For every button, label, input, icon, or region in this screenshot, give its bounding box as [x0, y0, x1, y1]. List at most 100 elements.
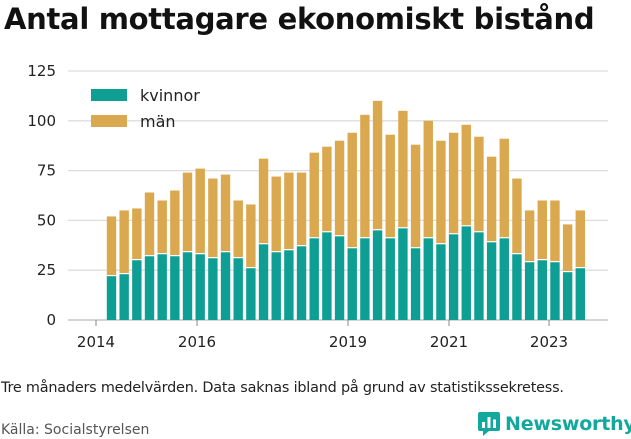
- bar-kvinnor: [562, 272, 573, 320]
- bar-man: [474, 136, 484, 232]
- legend-swatch: [91, 89, 127, 101]
- bar-kvinnor: [233, 258, 243, 320]
- bar-kvinnor: [448, 234, 459, 320]
- bar-man: [208, 178, 218, 258]
- bar-man: [246, 204, 256, 268]
- bar-man: [284, 172, 294, 250]
- bar-man: [550, 200, 560, 262]
- bar-man: [296, 172, 307, 246]
- bar-man: [537, 200, 547, 260]
- x-tick-label: 2016: [178, 333, 216, 351]
- bar-man: [195, 168, 205, 254]
- bar-man: [182, 172, 193, 252]
- bar-kvinnor: [537, 260, 547, 320]
- bar-man: [372, 100, 383, 230]
- brand-logo: Newsworthy: [478, 409, 631, 439]
- bar-man: [144, 192, 155, 256]
- bar-man: [385, 134, 395, 238]
- y-tick-label: 125: [27, 62, 56, 80]
- source-text: Källa: Socialstyrelsen: [1, 422, 150, 438]
- bar-man: [512, 178, 522, 254]
- bar-man: [486, 156, 497, 242]
- bar-kvinnor: [170, 256, 180, 320]
- bar-kvinnor: [385, 238, 395, 320]
- bar-kvinnor: [347, 248, 357, 320]
- bar-man: [461, 124, 471, 226]
- x-tick-label: 2014: [77, 333, 115, 351]
- legend-label: kvinnor: [140, 86, 200, 105]
- bar-man: [360, 114, 370, 238]
- bar-man: [106, 216, 117, 275]
- bar-man: [157, 200, 167, 254]
- bar-kvinnor: [322, 232, 332, 320]
- footnote: Tre månaders medelvärden. Data saknas ib…: [1, 380, 564, 396]
- y-tick-label: 0: [46, 311, 56, 329]
- bar-kvinnor: [132, 260, 142, 320]
- bar-kvinnor: [195, 254, 205, 320]
- bar-kvinnor: [296, 246, 307, 320]
- bar-kvinnor: [246, 268, 256, 320]
- bar-kvinnor: [423, 238, 433, 320]
- bar-man: [410, 144, 421, 248]
- chart-title: Antal mottagare ekonomiskt bistånd: [4, 2, 595, 36]
- bar-kvinnor: [106, 276, 117, 320]
- bar-man: [119, 210, 129, 273]
- bar-man: [575, 210, 585, 268]
- bars: [106, 100, 585, 320]
- bar-kvinnor: [284, 250, 294, 320]
- bar-kvinnor: [499, 238, 509, 320]
- bar-man: [309, 152, 319, 238]
- legend-label: män: [140, 112, 176, 131]
- bar-man: [170, 190, 180, 256]
- bar-kvinnor: [372, 230, 383, 320]
- bar-man: [448, 132, 459, 234]
- bar-kvinnor: [258, 244, 269, 320]
- stacked-bar-chart: 0 25 50 75 100 125 2014 2016 2019 2021 2023 kvinn…: [27, 62, 608, 351]
- x-axis-ticks: 2014 2016 2019 2021 2023: [77, 320, 568, 351]
- bar-kvinnor: [334, 236, 345, 320]
- newsworthy-logo-icon: [478, 412, 500, 436]
- bar-man: [233, 200, 243, 258]
- bar-kvinnor: [208, 258, 218, 320]
- bar-kvinnor: [144, 256, 155, 320]
- bar-man: [132, 208, 142, 260]
- bar-kvinnor: [575, 268, 585, 320]
- bar-kvinnor: [220, 252, 231, 320]
- bar-kvinnor: [309, 238, 319, 320]
- bar-kvinnor: [360, 238, 370, 320]
- bar-man: [258, 158, 269, 244]
- bar-man: [347, 132, 357, 248]
- bar-kvinnor: [271, 252, 281, 320]
- bar-man: [398, 110, 408, 228]
- bar-kvinnor: [436, 244, 446, 320]
- y-axis-ticks: 0 25 50 75 100 125: [27, 62, 56, 329]
- y-tick-label: 50: [37, 211, 56, 229]
- bar-kvinnor: [182, 252, 193, 320]
- y-tick-label: 100: [27, 112, 56, 130]
- x-tick-label: 2019: [329, 333, 367, 351]
- bar-kvinnor: [486, 242, 497, 320]
- bar-man: [562, 224, 573, 271]
- bar-kvinnor: [550, 262, 560, 320]
- bar-man: [524, 210, 535, 262]
- bar-kvinnor: [524, 262, 535, 320]
- legend-swatch: [91, 115, 127, 127]
- bar-man: [271, 176, 281, 252]
- y-tick-label: 25: [37, 261, 56, 279]
- bar-man: [220, 174, 231, 252]
- bar-kvinnor: [157, 254, 167, 320]
- bar-kvinnor: [119, 274, 129, 320]
- bar-kvinnor: [461, 226, 471, 320]
- bar-man: [322, 146, 332, 232]
- bar-kvinnor: [410, 248, 421, 320]
- x-tick-label: 2023: [530, 333, 568, 351]
- y-tick-label: 75: [37, 162, 56, 180]
- bar-kvinnor: [512, 254, 522, 320]
- bar-man: [499, 138, 509, 238]
- bar-kvinnor: [474, 232, 484, 320]
- bar-man: [423, 120, 433, 238]
- bar-man: [436, 140, 446, 244]
- bar-kvinnor: [398, 228, 408, 320]
- brand-name: Newsworthy: [505, 413, 631, 435]
- bar-man: [334, 140, 345, 236]
